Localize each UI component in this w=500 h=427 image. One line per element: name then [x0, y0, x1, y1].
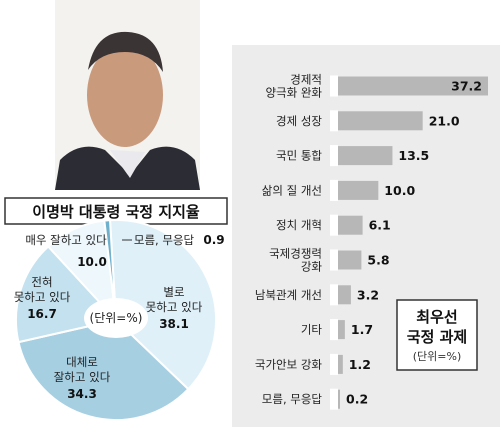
bar-category-label: 정치 개혁 [276, 218, 322, 232]
bar-value-label: 1.2 [349, 357, 371, 372]
bar [338, 76, 488, 96]
pie-slice-label: 못하고 있다 [146, 300, 203, 314]
bar-baseline-strip [330, 284, 338, 306]
bar [338, 180, 379, 200]
bar-value-label: 6.1 [369, 218, 391, 233]
pie-slice [103, 219, 117, 321]
pie-value-label: 0.9 [203, 233, 224, 247]
bar-value-label: 13.5 [398, 148, 429, 163]
pie-chart-title: 이명박 대통령 국정 지지율 [32, 203, 200, 221]
bar-chart-title-line-2: 국정 과제 [407, 328, 467, 346]
pie-value-label: 34.3 [67, 387, 97, 401]
bar-value-label: 37.2 [451, 79, 482, 94]
bar-baseline-strip [330, 214, 338, 236]
bar-baseline-strip [330, 319, 338, 341]
bar-value-label: 0.2 [346, 392, 368, 407]
pie-slice-label: 전혀 [31, 275, 52, 289]
bar-category-label: 모름, 무응답 [262, 392, 323, 406]
bar-chart-unit-label: (단위=%) [413, 350, 462, 363]
bar [338, 111, 423, 131]
bar-baseline-strip [330, 75, 338, 97]
bar-category-label: 강화 [301, 260, 323, 274]
bar-category-label: 양극화 완화 [265, 86, 322, 100]
pie-value-label: 38.1 [159, 317, 189, 331]
bar [338, 215, 363, 235]
bar [338, 250, 362, 270]
bar-title-box [396, 299, 478, 371]
bar-baseline-strip [330, 110, 338, 132]
bar [338, 285, 351, 305]
bar-value-label: 1.7 [351, 322, 373, 337]
bar-value-label: 10.0 [384, 183, 415, 198]
bar [338, 354, 343, 374]
pie-value-label: 10.0 [77, 255, 107, 269]
bar-baseline-strip [330, 388, 338, 410]
pie-slice-label: 별로 [163, 285, 184, 299]
bar [338, 389, 340, 409]
bar-baseline-strip [330, 179, 338, 201]
pie-center-hole [84, 298, 148, 338]
bar-category-label: 경제적 [290, 73, 322, 87]
pie-slice [17, 318, 190, 421]
bar-category-label: 삶의 질 개선 [262, 183, 322, 197]
bar-baseline-strip [330, 353, 338, 375]
portrait-photo [55, 0, 200, 190]
bar-value-label: 21.0 [429, 113, 460, 128]
bar-category-label: 기타 [301, 323, 323, 337]
bar-value-label: 5.8 [367, 253, 389, 268]
pie-slice-label: 잘하고 있다 [54, 370, 111, 384]
bar-value-label: 3.2 [357, 287, 379, 302]
bar-category-label: 경제 성장 [276, 114, 322, 128]
pie-slice-label: 대체로 [66, 355, 98, 369]
pie-slice-label: 매우 잘하고 있다 [25, 233, 107, 247]
pie-slice [108, 219, 217, 391]
bar-chart-title-line-1: 최우선 [416, 308, 457, 326]
bar [338, 146, 393, 166]
bar-category-label: 남북관계 개선 [255, 288, 322, 302]
bar-category-label: 국가안보 강화 [255, 357, 323, 371]
bar-category-label: 국제경쟁력 [269, 247, 322, 261]
pie-unit-label: (단위=%) [90, 311, 143, 325]
bar-baseline-strip [330, 145, 338, 167]
bar [338, 320, 345, 340]
pie-value-label: 16.7 [27, 307, 57, 321]
pie-slice-label: 모름, 무응답 [134, 233, 195, 247]
pie-slice-label: 못하고 있다 [14, 290, 71, 304]
bar-category-label: 국민 통합 [276, 149, 322, 163]
bar-baseline-strip [330, 249, 338, 271]
